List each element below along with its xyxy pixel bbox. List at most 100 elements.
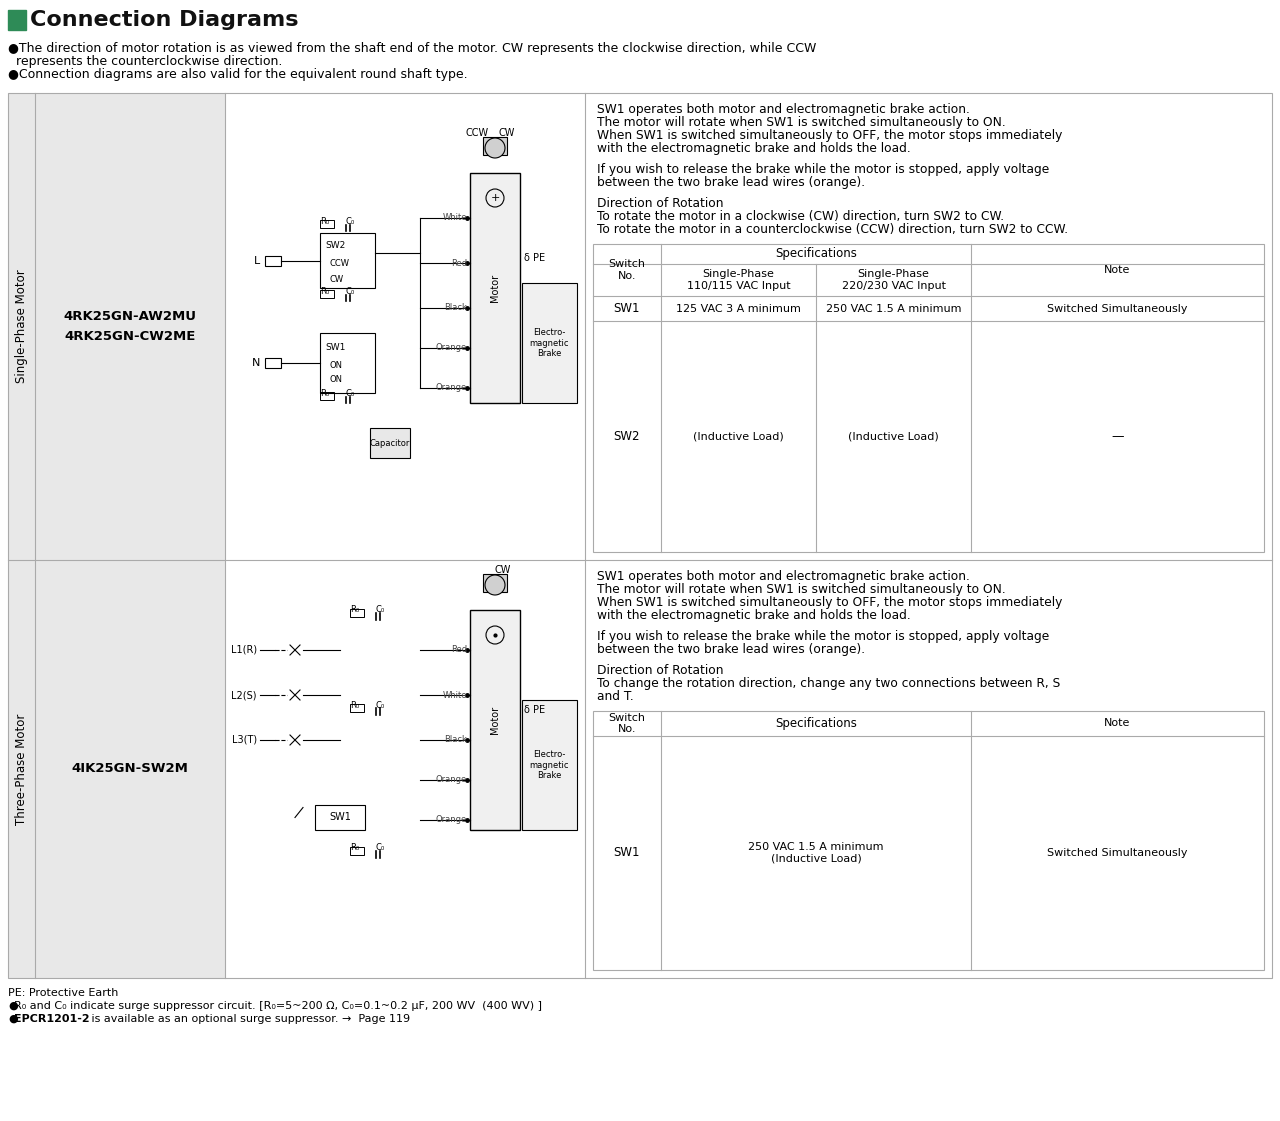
- Bar: [370, 428, 410, 458]
- Text: PE: Protective Earth: PE: Protective Earth: [8, 988, 118, 998]
- Text: Black: Black: [444, 735, 467, 744]
- Text: SW1: SW1: [613, 846, 640, 860]
- Circle shape: [485, 575, 506, 595]
- Text: C₀: C₀: [375, 701, 384, 710]
- Text: 4RK25GN-AW2MU
4RK25GN-CW2ME: 4RK25GN-AW2MU 4RK25GN-CW2ME: [64, 309, 197, 343]
- Text: Orange: Orange: [435, 776, 467, 785]
- Text: SW1: SW1: [613, 302, 640, 315]
- Text: ●The direction of motor rotation is as viewed from the shaft end of the motor. C: ●The direction of motor rotation is as v…: [8, 41, 817, 55]
- Text: 4IK25GN-SW2M: 4IK25GN-SW2M: [72, 762, 188, 776]
- Text: Red: Red: [451, 259, 467, 268]
- Text: ON: ON: [330, 376, 343, 385]
- Text: R₀: R₀: [351, 843, 360, 852]
- Text: CW: CW: [330, 275, 344, 284]
- Bar: [522, 282, 577, 404]
- Bar: [320, 220, 334, 228]
- Text: CW: CW: [495, 565, 511, 575]
- Text: R₀: R₀: [351, 605, 360, 614]
- Text: L2(S): L2(S): [232, 691, 257, 700]
- Text: Orange: Orange: [435, 383, 467, 392]
- Bar: [522, 700, 577, 830]
- Bar: [470, 173, 520, 404]
- Bar: [8, 93, 1272, 978]
- Text: Motor: Motor: [490, 274, 500, 302]
- Bar: [483, 137, 507, 155]
- Text: is available as an optional surge suppressor. →  Page 119: is available as an optional surge suppre…: [88, 1015, 410, 1023]
- Bar: [8, 93, 225, 978]
- Text: Note: Note: [1105, 265, 1130, 275]
- Text: with the electromagnetic brake and holds the load.: with the electromagnetic brake and holds…: [596, 609, 911, 622]
- Bar: [470, 610, 520, 830]
- Text: 125 VAC 3 A minimum: 125 VAC 3 A minimum: [676, 304, 801, 314]
- Text: C₀: C₀: [346, 287, 355, 296]
- Text: If you wish to release the brake while the motor is stopped, apply voltage: If you wish to release the brake while t…: [596, 630, 1050, 643]
- Text: C₀: C₀: [346, 389, 355, 398]
- Text: White: White: [443, 691, 467, 700]
- Text: If you wish to release the brake while the motor is stopped, apply voltage: If you wish to release the brake while t…: [596, 163, 1050, 176]
- Text: R₀: R₀: [351, 701, 360, 710]
- Text: SW2: SW2: [613, 430, 640, 443]
- Text: The motor will rotate when SW1 is switched simultaneously to ON.: The motor will rotate when SW1 is switch…: [596, 115, 1006, 129]
- Text: R₀: R₀: [320, 389, 330, 398]
- Text: Black: Black: [444, 304, 467, 313]
- Text: Single-Phase
220/230 VAC Input: Single-Phase 220/230 VAC Input: [841, 269, 946, 290]
- Text: L: L: [253, 256, 260, 266]
- Text: Note: Note: [1105, 719, 1130, 729]
- Text: When SW1 is switched simultaneously to OFF, the motor stops immediately: When SW1 is switched simultaneously to O…: [596, 596, 1062, 609]
- Bar: [349, 609, 364, 617]
- Text: ●Connection diagrams are also valid for the equivalent round shaft type.: ●Connection diagrams are also valid for …: [8, 68, 467, 81]
- Text: Connection Diagrams: Connection Diagrams: [29, 10, 298, 30]
- Text: ON: ON: [330, 361, 343, 370]
- Text: EPCR1201-2: EPCR1201-2: [14, 1015, 90, 1023]
- Text: δ PE: δ PE: [524, 705, 545, 715]
- Text: L1(R): L1(R): [230, 645, 257, 655]
- Text: 250 VAC 1.5 A minimum: 250 VAC 1.5 A minimum: [826, 304, 961, 314]
- Text: CW: CW: [499, 128, 515, 138]
- Text: SW1: SW1: [325, 343, 346, 352]
- Bar: [593, 711, 1265, 970]
- Text: Electro-
magnetic
Brake: Electro- magnetic Brake: [530, 328, 570, 358]
- Text: To rotate the motor in a clockwise (CW) direction, turn SW2 to CW.: To rotate the motor in a clockwise (CW) …: [596, 210, 1004, 223]
- Text: ●: ●: [8, 1001, 18, 1011]
- Bar: [320, 290, 334, 298]
- Circle shape: [485, 138, 506, 158]
- Bar: [320, 392, 334, 400]
- Text: Switched Simultaneously: Switched Simultaneously: [1047, 847, 1188, 858]
- Bar: [593, 244, 1265, 552]
- Text: Capacitor: Capacitor: [370, 438, 410, 447]
- Text: When SW1 is switched simultaneously to OFF, the motor stops immediately: When SW1 is switched simultaneously to O…: [596, 129, 1062, 142]
- Text: ●: ●: [8, 1015, 18, 1023]
- Text: Switched Simultaneously: Switched Simultaneously: [1047, 304, 1188, 314]
- Text: Electro-
magnetic
Brake: Electro- magnetic Brake: [530, 750, 570, 780]
- Text: Orange: Orange: [435, 815, 467, 825]
- Text: between the two brake lead wires (orange).: between the two brake lead wires (orange…: [596, 643, 865, 656]
- Text: Specifications: Specifications: [776, 248, 856, 260]
- Text: CCW: CCW: [466, 128, 489, 138]
- Text: C₀: C₀: [346, 216, 355, 225]
- Text: SW1: SW1: [329, 813, 351, 823]
- Text: R₀: R₀: [320, 216, 330, 225]
- Text: The motor will rotate when SW1 is switched simultaneously to ON.: The motor will rotate when SW1 is switch…: [596, 583, 1006, 596]
- Text: +: +: [490, 193, 499, 203]
- Text: CCW: CCW: [330, 259, 349, 268]
- Text: Switch
No.: Switch No.: [608, 259, 645, 280]
- Text: with the electromagnetic brake and holds the load.: with the electromagnetic brake and holds…: [596, 142, 911, 155]
- Text: R₀ and C₀ indicate surge suppressor circuit. [R₀=5~200 Ω, C₀=0.1~0.2 μF, 200 WV : R₀ and C₀ indicate surge suppressor circ…: [14, 1001, 541, 1011]
- Text: Direction of Rotation: Direction of Rotation: [596, 197, 723, 210]
- Text: Motor: Motor: [490, 706, 500, 734]
- Bar: [320, 333, 375, 393]
- Text: R₀: R₀: [320, 287, 330, 296]
- Text: N: N: [252, 358, 260, 368]
- Bar: [265, 358, 282, 368]
- Text: Orange: Orange: [435, 343, 467, 352]
- Text: SW1 operates both motor and electromagnetic brake action.: SW1 operates both motor and electromagne…: [596, 103, 970, 115]
- Bar: [8, 10, 26, 30]
- Text: C₀: C₀: [375, 605, 384, 614]
- Text: δ PE: δ PE: [524, 253, 545, 263]
- Text: To rotate the motor in a counterclockwise (CCW) direction, turn SW2 to CCW.: To rotate the motor in a counterclockwis…: [596, 223, 1068, 237]
- Text: (Inductive Load): (Inductive Load): [849, 432, 938, 442]
- Text: Direction of Rotation: Direction of Rotation: [596, 664, 723, 677]
- Text: Specifications: Specifications: [776, 717, 856, 730]
- Bar: [320, 233, 375, 288]
- Text: SW1 operates both motor and electromagnetic brake action.: SW1 operates both motor and electromagne…: [596, 569, 970, 583]
